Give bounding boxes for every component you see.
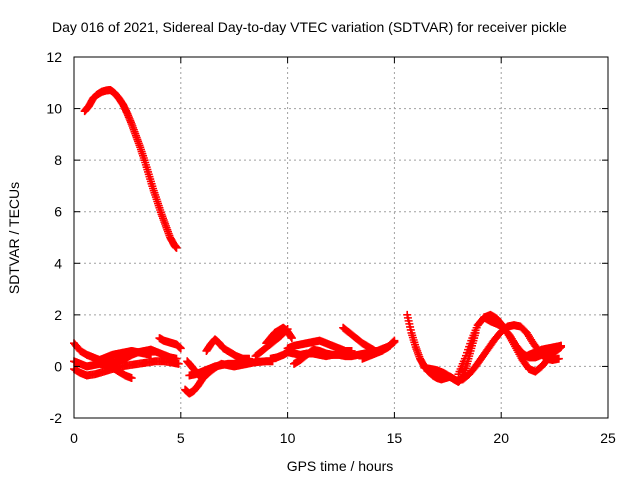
series-arc-4 xyxy=(70,357,183,380)
series-arc-15 xyxy=(290,345,337,368)
y-tick-label: 8 xyxy=(54,152,62,168)
x-tick-label: 10 xyxy=(280,430,296,446)
data-point xyxy=(146,350,155,359)
series-arc-6 xyxy=(155,334,185,353)
y-tick-label: 10 xyxy=(46,101,62,117)
data-point xyxy=(172,243,181,252)
data-point xyxy=(196,372,205,381)
data-point xyxy=(176,344,185,353)
y-tick-label: 12 xyxy=(46,49,62,65)
data-point xyxy=(390,337,399,346)
y-tick-label: -2 xyxy=(50,410,63,426)
axis-ticks: 0 5 10 15 20 25 -2 0 2 4 6 8 10 12 xyxy=(46,49,616,446)
x-tick-label: 20 xyxy=(493,430,509,446)
data-point xyxy=(287,334,296,343)
data-point xyxy=(174,359,183,368)
data-point xyxy=(127,374,136,383)
series-arc-5 xyxy=(95,346,155,364)
y-tick-label: 6 xyxy=(54,204,62,220)
x-tick-label: 25 xyxy=(600,430,616,446)
y-tick-label: 4 xyxy=(54,255,62,271)
series-arc-9 xyxy=(183,357,205,381)
data-point xyxy=(389,338,398,347)
plot-frame xyxy=(73,56,609,419)
series-arc-17 xyxy=(358,337,399,363)
x-tick-label: 15 xyxy=(387,430,403,446)
series-arc-19 xyxy=(420,321,563,385)
grid-lines xyxy=(74,57,608,418)
series-arc-22 xyxy=(518,341,566,363)
series-arc-12 xyxy=(262,323,296,348)
x-tick-label: 5 xyxy=(177,430,185,446)
data-point xyxy=(557,341,566,350)
data-point xyxy=(245,354,254,363)
data-point xyxy=(554,354,563,363)
x-tick-label: 0 xyxy=(70,430,78,446)
data-point xyxy=(328,350,337,359)
data-point xyxy=(347,346,356,355)
chart-title: Day 016 of 2021, Sidereal Day-to-day VTE… xyxy=(52,19,567,35)
plot-area xyxy=(70,86,566,398)
y-tick-label: 2 xyxy=(54,307,62,323)
series-arc-14 xyxy=(283,336,356,355)
y-axis-label: SDTVAR / TECUs xyxy=(6,182,22,294)
y-tick-label: 0 xyxy=(54,358,62,374)
series-arc-10 xyxy=(202,335,254,363)
series-arc-1 xyxy=(80,86,181,252)
x-axis-label: GPS time / hours xyxy=(287,458,394,474)
